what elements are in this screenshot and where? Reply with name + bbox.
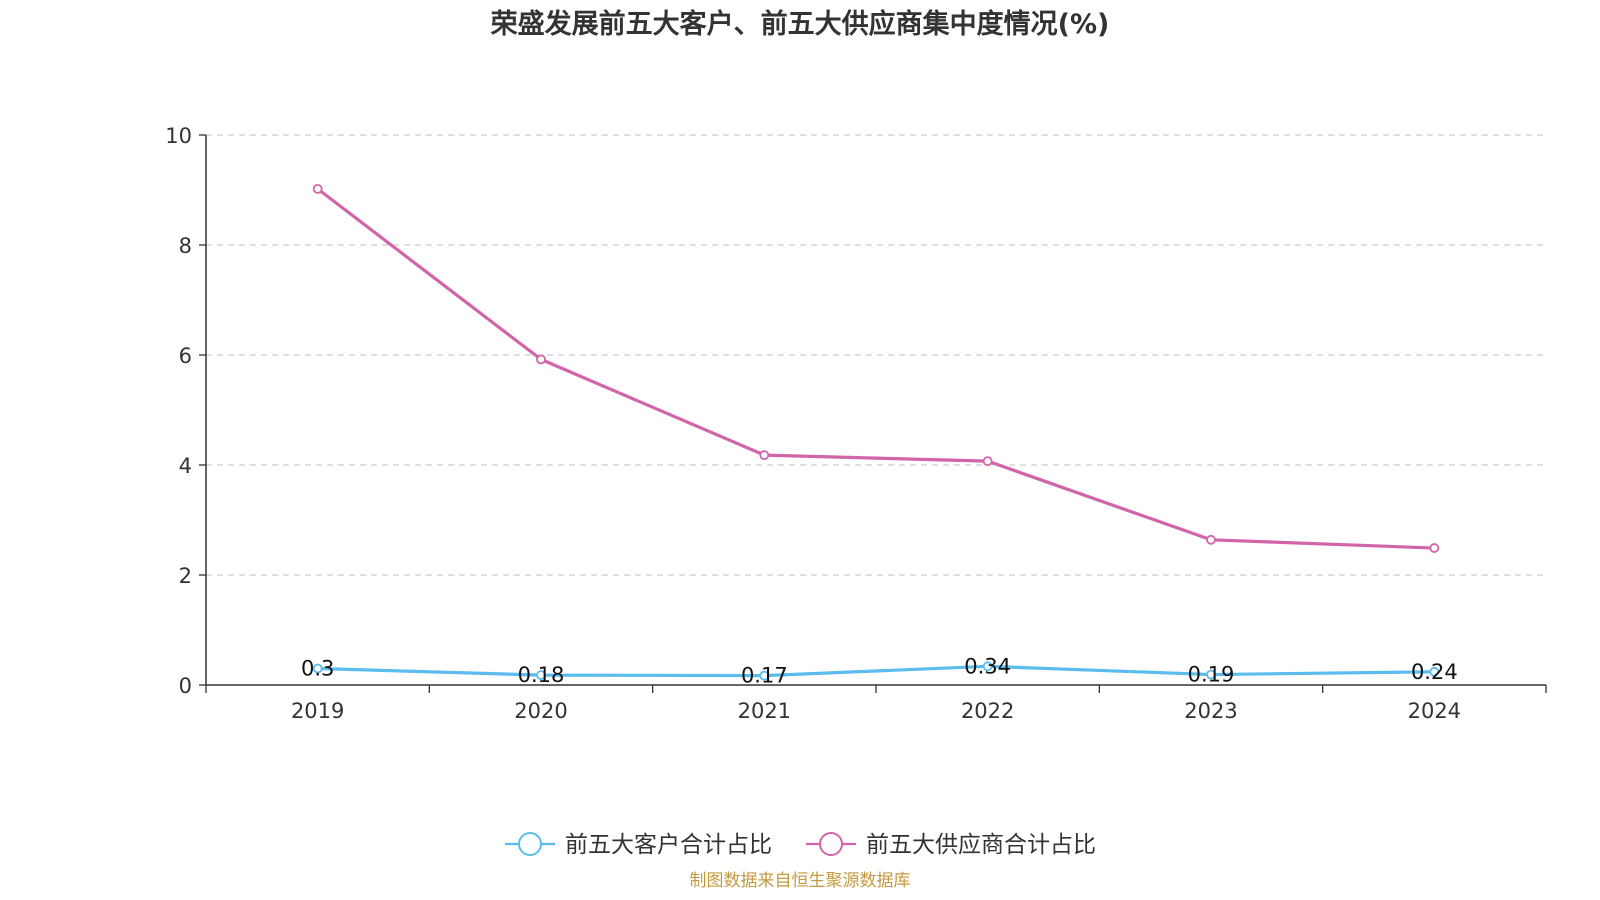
y-tick-label: 10 [165, 124, 192, 148]
series-line-1 [317, 664, 1435, 678]
data-point[interactable] [536, 670, 546, 680]
legend-item-2[interactable]: 前五大供应商合计占比 [806, 832, 1096, 858]
data-label: 0.19 [1188, 663, 1235, 687]
y-tick-label: 0 [179, 674, 192, 698]
grid-lines [206, 134, 1546, 576]
data-point[interactable] [536, 354, 546, 365]
data-point[interactable] [1429, 543, 1440, 553]
y-tick-label: 2 [179, 564, 192, 588]
chart-title: 荣盛发展前五大客户、前五大供应商集中度情况(%) [491, 8, 1110, 40]
legend-marker [819, 832, 843, 856]
data-point[interactable] [1429, 666, 1440, 677]
series-line-2 [316, 187, 1435, 550]
x-tick-label: 2023 [1184, 699, 1237, 723]
data-label: 0.3 [301, 657, 334, 681]
data-point[interactable] [759, 670, 770, 681]
axes: 0 2 4 6 8 10 2019 2020 2021 2022 2023 2024 [165, 124, 1547, 723]
data-point[interactable] [312, 663, 323, 674]
data-label: 0.34 [964, 654, 1011, 678]
data-point[interactable] [759, 450, 770, 461]
data-point[interactable] [982, 661, 993, 672]
y-tick-label: 4 [179, 454, 192, 478]
legend-label: 前五大客户合计占比 [565, 832, 772, 858]
x-tick-label: 2022 [961, 699, 1014, 723]
data-point[interactable] [1206, 534, 1216, 545]
series-group: 0.3 0.18 0.17 0.34 0.19 0.24 [301, 183, 1458, 688]
legend-marker [518, 832, 542, 856]
x-tick-label: 2019 [291, 699, 344, 723]
x-tick-label: 2020 [514, 699, 567, 723]
x-tick-label: 2021 [738, 699, 791, 723]
source-note: 制图数据来自恒生聚源数据库 [690, 871, 911, 891]
legend-label: 前五大供应商合计占比 [866, 832, 1096, 858]
data-point[interactable] [982, 456, 993, 467]
y-tick-label: 8 [179, 234, 192, 258]
legend-item-1[interactable]: 前五大客户合计占比 [505, 832, 772, 858]
data-label: 0.17 [741, 664, 788, 688]
data-point[interactable] [1206, 669, 1216, 680]
legend[interactable]: 前五大客户合计占比 前五大供应商合计占比 [505, 832, 1096, 858]
data-label: 0.24 [1411, 660, 1458, 684]
data-label: 0.18 [518, 663, 565, 687]
y-tick-label: 6 [179, 344, 192, 368]
x-tick-label: 2024 [1408, 699, 1461, 723]
data-point[interactable] [312, 183, 323, 194]
